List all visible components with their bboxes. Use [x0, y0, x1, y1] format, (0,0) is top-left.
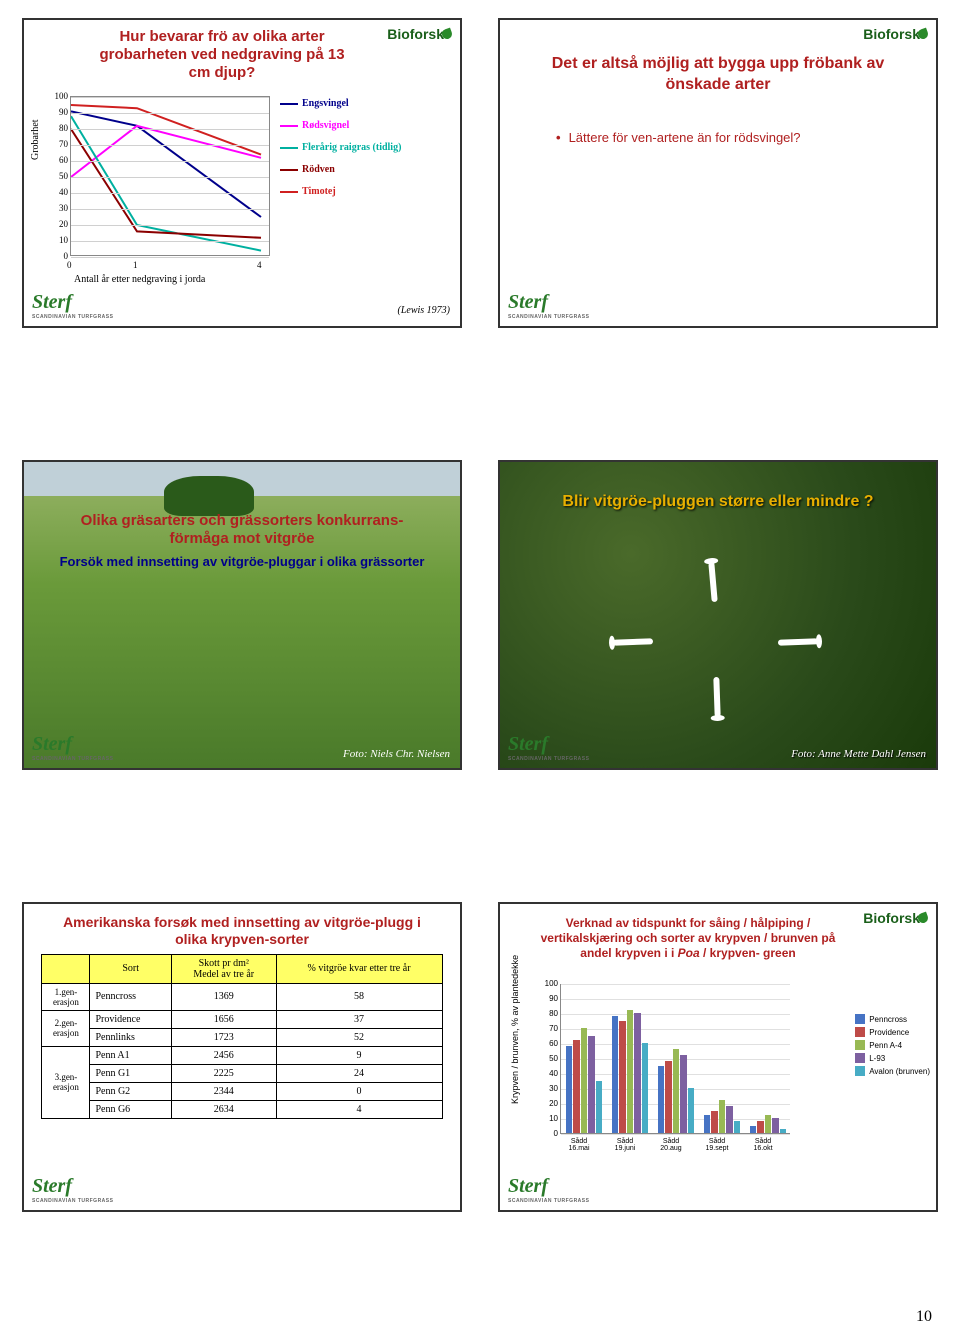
bioforsk-logo: Bioforsk [387, 26, 450, 42]
s6-ytick: 30 [542, 1084, 558, 1093]
s6-xtick: Sådd 19.sept [697, 1138, 737, 1152]
sterf-logo: SterfSCANDINAVIAN TURFGRASS [32, 733, 113, 762]
s6-chart-area [560, 984, 790, 1134]
s5-data-table: SortSkott pr dm² Medel av tre år% vitgrö… [41, 954, 442, 1119]
s6-legend-item: Penn A-4 [855, 1040, 930, 1050]
slide-4-photo: Blir vitgröe-pluggen større eller mindre… [498, 460, 938, 770]
s6-ytick: 80 [542, 1009, 558, 1018]
sterf-logo: SterfSCANDINAVIAN TURFGRASS [32, 291, 113, 320]
s6-ylabel: Krypven / brunven, % av plantedekke [510, 955, 520, 1104]
slide-3-photo-credit: Foto: Niels Chr. Nielsen [343, 748, 450, 760]
s1-xlabel: Antall år etter nedgraving i jorda [74, 274, 205, 285]
s1-ytick: 20 [52, 219, 68, 229]
slide-4-title: Blir vitgröe-pluggen større eller mindre… [500, 462, 936, 517]
sterf-logo: SterfSCANDINAVIAN TURFGRASS [32, 1175, 113, 1204]
s1-ytick: 40 [52, 187, 68, 197]
s6-ytick: 0 [542, 1129, 558, 1138]
s6-legend: Penncross Providence Penn A-4 L-93 Avalon (b… [855, 1014, 930, 1079]
s6-ytick: 90 [542, 994, 558, 1003]
sterf-logo: SterfSCANDINAVIAN TURFGRASS [508, 733, 589, 762]
slide-4-photo-credit: Foto: Anne Mette Dahl Jensen [791, 748, 926, 760]
sterf-logo: SterfSCANDINAVIAN TURFGRASS [508, 1175, 589, 1204]
s1-xtick: 0 [67, 260, 72, 270]
table-row: Pennlinks172352 [42, 1028, 442, 1046]
table-row: 3.gen- erasjonPenn A124569 [42, 1046, 442, 1064]
slide-5-table: Amerikanska forsøk med innsetting av vit… [22, 902, 462, 1212]
slide-1-line-chart: Bioforsk Hur bevarar frö av olika arter … [22, 18, 462, 328]
s1-legend: Engsvingel Rødsvignel Flerårig raigras (ti… [280, 96, 401, 206]
s6-xtick: Sådd 19.juni [605, 1138, 645, 1152]
slide-2-bullet: Lättere för ven-artene än for rödsvingel… [500, 116, 936, 145]
s1-legend-item: Engsvingel [280, 96, 401, 112]
s1-ytick: 90 [52, 107, 68, 117]
s1-ytick: 60 [52, 155, 68, 165]
bioforsk-logo: Bioforsk [863, 910, 926, 926]
sterf-logo: SterfSCANDINAVIAN TURFGRASS [508, 291, 589, 320]
s1-legend-item: Timotej [280, 184, 401, 200]
s6-bar-group [703, 1100, 741, 1133]
s6-ytick: 20 [542, 1099, 558, 1108]
slide-3-title: Olika gräsarters och grässorters konkurr… [24, 462, 460, 552]
s6-ytick: 10 [542, 1114, 558, 1123]
s1-ytick: 10 [52, 235, 68, 245]
s1-ytick: 50 [52, 171, 68, 181]
s6-xtick: Sådd 20.aug [651, 1138, 691, 1152]
slide-3-subtitle: Forsök med innsetting av vitgröe-pluggar… [24, 552, 460, 573]
s1-xtick: 1 [133, 260, 138, 270]
s1-citation: (Lewis 1973) [398, 305, 451, 316]
s1-legend-item: Rødsvignel [280, 118, 401, 134]
slide-6-bar-chart: Bioforsk Verknad av tidspunkt for såing … [498, 902, 938, 1212]
s1-ytick: 80 [52, 123, 68, 133]
s6-bar-group [565, 1028, 603, 1133]
s6-ytick: 70 [542, 1024, 558, 1033]
s1-chart-area [70, 96, 270, 256]
slide-2-text: Bioforsk Det er altså möjlig att bygga u… [498, 18, 938, 328]
s6-ytick: 100 [542, 979, 558, 988]
s6-ytick: 40 [542, 1069, 558, 1078]
s6-ytick: 50 [542, 1054, 558, 1063]
bioforsk-logo: Bioforsk [863, 26, 926, 42]
s1-ytick: 100 [52, 91, 68, 101]
s6-xtick: Sådd 16.okt [743, 1138, 783, 1152]
s6-legend-item: Avalon (brunven) [855, 1066, 930, 1076]
table-row: 2.gen- erasjonProvidence165637 [42, 1010, 442, 1028]
s1-ytick: 70 [52, 139, 68, 149]
s1-legend-item: Rödven [280, 162, 401, 178]
table-row: Penn G1222524 [42, 1064, 442, 1082]
slide-2-bullet-text: Lättere för ven-artene än for rödsvingel… [569, 130, 801, 145]
slide-3-photo: Olika gräsarters och grässorters konkurr… [22, 460, 462, 770]
table-row: Penn G223440 [42, 1082, 442, 1100]
page-number: 10 [916, 1308, 932, 1326]
s6-legend-item: Penncross [855, 1014, 930, 1024]
s1-ylabel: Grobarhet [30, 119, 41, 160]
slide-5-title: Amerikanska forsøk med innsetting av vit… [24, 904, 460, 954]
s6-bar-group [657, 1049, 695, 1133]
s1-ytick: 0 [52, 251, 68, 261]
s6-bar-group [611, 1010, 649, 1133]
s6-legend-item: Providence [855, 1027, 930, 1037]
s6-ytick: 60 [542, 1039, 558, 1048]
s6-bar-group [749, 1115, 787, 1133]
s1-xtick: 4 [257, 260, 262, 270]
table-row: Penn G626344 [42, 1100, 442, 1118]
s6-xtick: Sådd 16.mai [559, 1138, 599, 1152]
s6-legend-item: L-93 [855, 1053, 930, 1063]
s1-legend-item: Flerårig raigras (tidlig) [280, 140, 401, 156]
s1-ytick: 30 [52, 203, 68, 213]
table-row: 1.gen- erasjonPenncross136958 [42, 983, 442, 1010]
